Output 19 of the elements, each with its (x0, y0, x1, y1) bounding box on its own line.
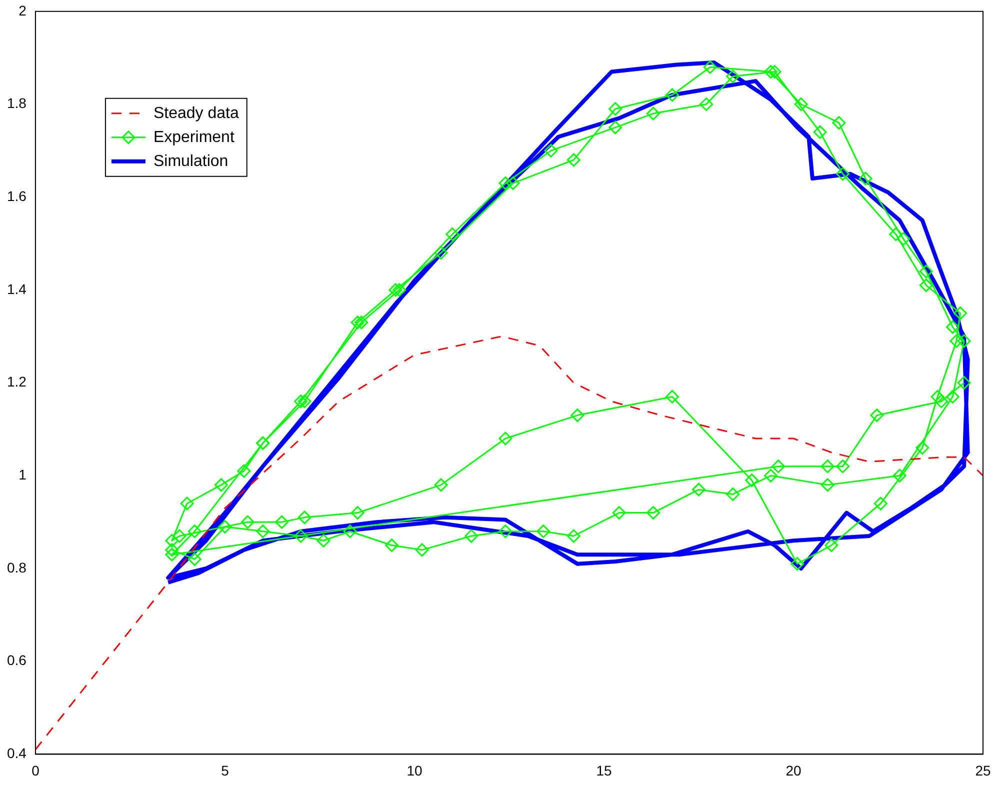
x-tick-label: 15 (596, 762, 612, 778)
x-tick-label: 25 (975, 762, 991, 778)
y-tick-label: 2 (18, 2, 27, 18)
y-tick-label: 1 (18, 466, 27, 483)
x-tick-label: 20 (786, 762, 802, 778)
x-tick-label: 5 (221, 762, 230, 778)
x-tick-label: 10 (406, 762, 422, 778)
x-tick-label: 0 (32, 762, 40, 778)
legend-label: Steady data (153, 104, 239, 122)
y-tick-label: 1.4 (6, 280, 27, 297)
legend-label: Simulation (153, 152, 228, 170)
y-tick-label: 1.8 (6, 95, 27, 112)
y-tick-label: 0.4 (6, 745, 27, 762)
line-series (35, 336, 983, 750)
y-tick-label: 0.6 (6, 652, 27, 668)
legend-label: Experiment (153, 128, 235, 146)
y-tick-label: 0.8 (6, 559, 27, 576)
y-tick-label: 1.2 (6, 374, 27, 390)
y-tick-label: 1.6 (6, 188, 27, 204)
